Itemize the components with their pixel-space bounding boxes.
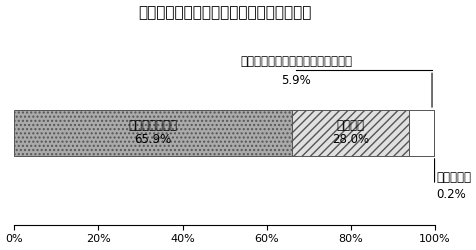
Text: 28.0%: 28.0% bbox=[331, 132, 368, 145]
Bar bbox=[408, 110, 433, 156]
Bar bbox=[433, 110, 434, 156]
Text: その他業務: その他業務 bbox=[436, 171, 471, 184]
Text: 65.9%: 65.9% bbox=[134, 132, 171, 145]
Text: 戸籍・住民異動・印鑑登録受付業務: 戸籍・住民異動・印鑑登録受付業務 bbox=[239, 55, 351, 68]
Bar bbox=[291, 110, 408, 156]
Bar bbox=[14, 110, 291, 156]
Text: 5.9%: 5.9% bbox=[281, 74, 310, 87]
Text: 収納業務: 収納業務 bbox=[336, 119, 364, 132]
Title: 令和３年度取扱件数における業務別構成比: 令和３年度取扱件数における業務別構成比 bbox=[138, 6, 311, 20]
Text: 0.2%: 0.2% bbox=[436, 188, 466, 201]
Text: 証明書発行業務: 証明書発行業務 bbox=[128, 119, 177, 132]
